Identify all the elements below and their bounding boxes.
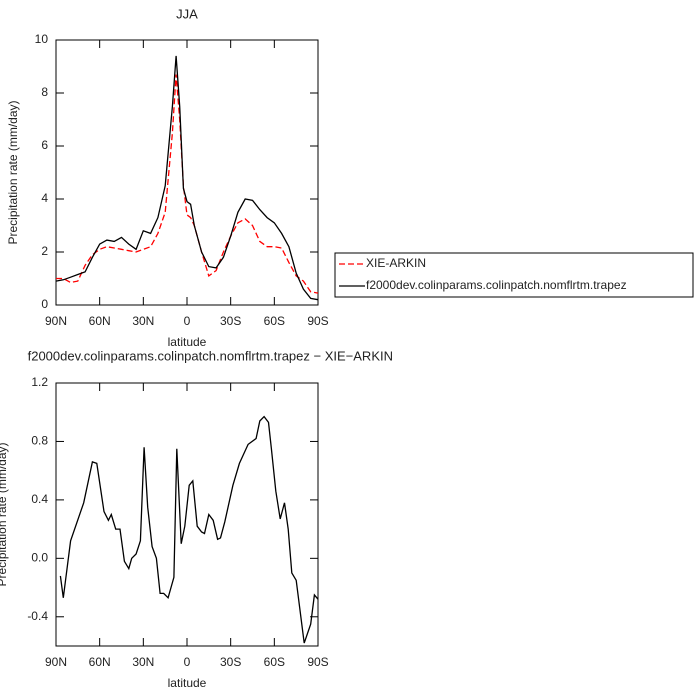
plot-frame: [55, 382, 319, 647]
x-tick-label: 60N: [89, 655, 111, 669]
data-line: [59, 415, 319, 644]
x-tick-label: 90S: [307, 655, 328, 669]
y-axis-label: Precipitation rate (mm/day): [6, 100, 20, 244]
y-tick-label: 2: [41, 244, 48, 258]
y-tick-label: 10: [35, 32, 49, 46]
y-tick-label: 0.0: [31, 551, 48, 565]
y-tick-label: 0.8: [31, 434, 48, 448]
x-tick-label: 90N: [45, 655, 67, 669]
chart-title: JJA: [176, 6, 198, 21]
data-line: [56, 74, 319, 294]
legend-label: f2000dev.colinparams.colinpatch.nomflrtm…: [366, 278, 627, 292]
x-tick-label: 0: [184, 314, 191, 328]
y-tick-label: -0.4: [27, 609, 48, 623]
y-tick-label: 8: [41, 85, 48, 99]
data-line: [55, 55, 319, 301]
y-axis-label: Precipitation rate (mm/day): [0, 442, 9, 586]
x-tick-label: 30N: [132, 314, 154, 328]
x-axis-label: latitude: [168, 676, 207, 690]
y-tick-label: 4: [41, 191, 48, 205]
x-tick-label: 90S: [307, 314, 328, 328]
x-tick-label: 0: [184, 655, 191, 669]
legend-label: XIE-ARKIN: [366, 256, 426, 270]
x-tick-label: 90N: [45, 314, 67, 328]
y-tick-label: 0: [41, 297, 48, 311]
x-tick-label: 30N: [132, 655, 154, 669]
y-tick-label: 0.4: [31, 492, 48, 506]
x-tick-label: 60S: [264, 314, 285, 328]
x-tick-label: 60S: [264, 655, 285, 669]
x-tick-label: 60N: [89, 314, 111, 328]
y-tick-label: 1.2: [31, 375, 48, 389]
chart-title: f2000dev.colinparams.colinpatch.nomflrtm…: [28, 348, 393, 363]
x-tick-label: 30S: [220, 314, 241, 328]
x-axis-label: latitude: [168, 335, 207, 349]
y-tick-label: 6: [41, 138, 48, 152]
legend-box: [334, 252, 694, 298]
x-tick-label: 30S: [220, 655, 241, 669]
plot-frame: [55, 39, 319, 306]
